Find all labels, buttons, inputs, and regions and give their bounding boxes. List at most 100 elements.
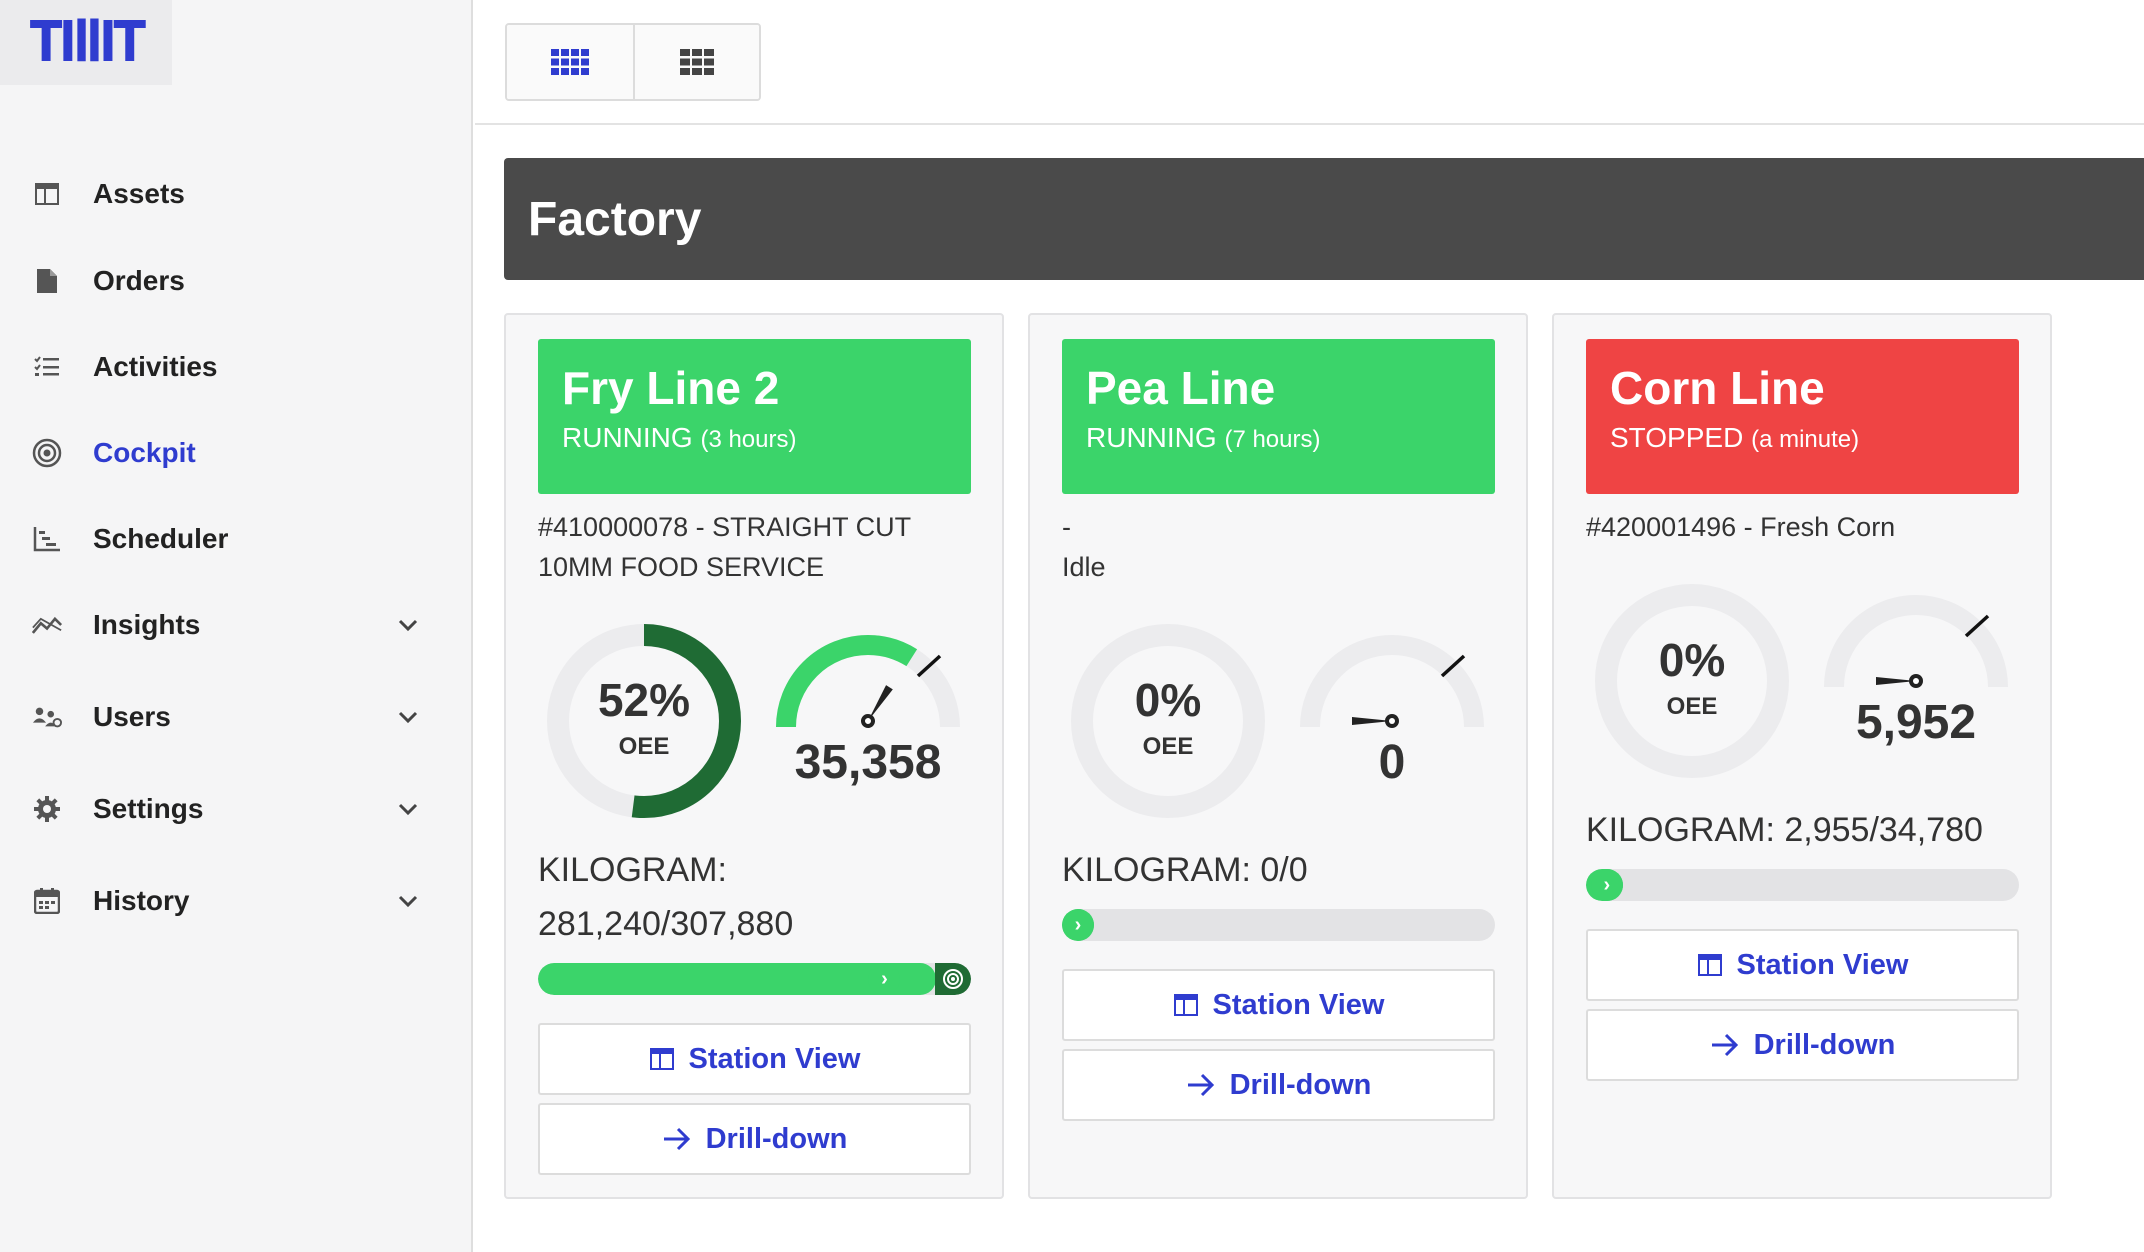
logo-text: TIllIT	[29, 10, 146, 75]
order-line-1: #420001496 - Fresh Corn	[1586, 512, 1896, 542]
kilogram-line-1: KILOGRAM: 2,955/34,780	[1586, 811, 1983, 849]
order-description: #420001496 - Fresh Corn	[1586, 507, 2026, 547]
large-grid-view-button[interactable]	[633, 25, 759, 99]
kilogram-progress-text: KILOGRAM: 2,955/34,780	[1586, 803, 2026, 857]
chevron-down-icon[interactable]	[395, 888, 421, 914]
sidebar-item-label: Activities	[93, 351, 218, 382]
line-name: Fry Line 2	[562, 362, 780, 414]
speed-gauge	[1300, 635, 1484, 728]
checklist-icon	[32, 352, 62, 382]
sidebar-item-activities[interactable]: Activities	[0, 337, 471, 397]
sidebar-item-scheduler[interactable]: Scheduler	[0, 509, 471, 569]
order-line-1: -	[1062, 512, 1071, 542]
progress-chevron-icon: ›	[1590, 869, 1623, 901]
chevron-down-icon[interactable]	[395, 796, 421, 822]
order-line-2: 10MM FOOD SERVICE	[538, 552, 825, 582]
sidebar-item-label: Insights	[93, 609, 201, 640]
kilogram-progress-text: KILOGRAM: 0/0	[1062, 843, 1502, 897]
sidebar-item-users[interactable]: Users	[0, 687, 471, 747]
drill-down-button[interactable]: Drill-down	[1586, 1009, 2019, 1081]
order-line-1: #410000078 - STRAIGHT CUT	[538, 512, 912, 542]
status-line: RUNNING (7 hours)	[1086, 422, 1471, 454]
status-box[interactable]: Fry Line 2 RUNNING (3 hours)	[538, 339, 971, 494]
oee-label: OEE	[1666, 693, 1718, 720]
status-line: RUNNING (3 hours)	[562, 422, 947, 454]
users-icon	[32, 702, 62, 732]
kilogram-progress-bar: ›	[1586, 869, 2019, 901]
oee-label: OEE	[1142, 733, 1194, 760]
gear-icon	[32, 794, 62, 824]
sidebar-item-assets[interactable]: Assets	[0, 164, 471, 224]
status-line: STOPPED (a minute)	[1610, 422, 1995, 454]
chevron-down-icon[interactable]	[395, 612, 421, 638]
status-text: STOPPED	[1610, 421, 1744, 453]
oee-gauge	[1071, 624, 1265, 818]
top-bar	[475, 0, 2144, 125]
line-card-fry-line-2: Fry Line 2 RUNNING (3 hours) #410000078 …	[504, 313, 1004, 1199]
line-card-pea-line: Pea Line RUNNING (7 hours) - Idle 0% OEE…	[1028, 313, 1528, 1199]
kilogram-progress-text: KILOGRAM: 281,240/307,880	[538, 843, 978, 951]
status-box[interactable]: Pea Line RUNNING (7 hours)	[1062, 339, 1495, 494]
order-description: #410000078 - STRAIGHT CUT 10MM FOOD SERV…	[538, 507, 978, 587]
grid-small-icon	[551, 49, 589, 75]
order-description: - Idle	[1062, 507, 1502, 587]
line-name: Corn Line	[1610, 362, 1825, 414]
status-duration: (3 hours)	[700, 425, 797, 453]
kilogram-progress-bar: ›	[538, 963, 971, 995]
station-view-button[interactable]: Station View	[1586, 929, 2019, 1001]
target-icon	[32, 438, 62, 468]
table-icon	[1173, 994, 1198, 1016]
oee-gauge	[1595, 584, 1789, 778]
line-card-corn-line: Corn Line STOPPED (a minute) #420001496 …	[1552, 313, 2052, 1199]
sidebar-item-label: History	[93, 885, 190, 916]
kilogram-line-1: KILOGRAM:	[538, 851, 727, 889]
sidebar-item-label: Cockpit	[93, 437, 196, 468]
arrow-right-icon	[663, 1127, 690, 1151]
drill-down-label: Drill-down	[1229, 1068, 1372, 1101]
drill-down-label: Drill-down	[705, 1122, 848, 1155]
status-text: RUNNING	[1086, 421, 1217, 453]
gantt-icon	[32, 524, 62, 554]
order-line-2: Idle	[1062, 552, 1106, 582]
factory-title: Factory	[528, 192, 702, 246]
status-box[interactable]: Corn Line STOPPED (a minute)	[1586, 339, 2019, 494]
chevron-down-icon[interactable]	[395, 704, 421, 730]
view-toggle	[505, 23, 761, 101]
sidebar-item-history[interactable]: History	[0, 871, 471, 931]
sidebar-item-label: Settings	[93, 793, 204, 824]
calendar-icon	[32, 886, 62, 916]
sidebar-item-insights[interactable]: Insights	[0, 595, 471, 655]
sidebar-item-label: Scheduler	[93, 523, 229, 554]
logo[interactable]: TIllIT	[0, 0, 172, 85]
station-view-button[interactable]: Station View	[538, 1023, 971, 1095]
station-view-button[interactable]: Station View	[1062, 969, 1495, 1041]
drill-down-button[interactable]: Drill-down	[1062, 1049, 1495, 1121]
oee-value: 0%	[1134, 674, 1202, 726]
kilogram-progress-bar: ›	[1062, 909, 1495, 941]
station-view-label: Station View	[688, 1042, 861, 1075]
oee-value: 52%	[597, 674, 691, 726]
sidebar-item-label: Orders	[93, 265, 185, 296]
grid-large-icon	[680, 49, 714, 75]
station-view-label: Station View	[1736, 948, 1909, 981]
sidebar-item-cockpit[interactable]: Cockpit	[0, 423, 471, 483]
target-icon	[935, 963, 971, 995]
table-icon	[32, 179, 62, 209]
oee-label: OEE	[618, 733, 670, 760]
dense-grid-view-button[interactable]	[507, 25, 633, 99]
sidebar-item-label: Users	[93, 701, 171, 732]
drill-down-button[interactable]: Drill-down	[538, 1103, 971, 1175]
output-count: 5,952	[1855, 696, 1977, 749]
status-duration: (a minute)	[1751, 425, 1860, 453]
arrow-right-icon	[1711, 1033, 1738, 1057]
sidebar-item-settings[interactable]: Settings	[0, 779, 471, 839]
station-view-label: Station View	[1212, 988, 1385, 1021]
drill-down-label: Drill-down	[1753, 1028, 1896, 1061]
output-count: 0	[1378, 736, 1406, 789]
sidebar-item-orders[interactable]: Orders	[0, 251, 471, 311]
sidebar: TIllIT Assets Orders Activities	[0, 0, 473, 1252]
table-icon	[649, 1048, 674, 1070]
status-text: RUNNING	[562, 421, 693, 453]
sidebar-item-label: Assets	[93, 178, 185, 209]
line-name: Pea Line	[1086, 362, 1276, 414]
